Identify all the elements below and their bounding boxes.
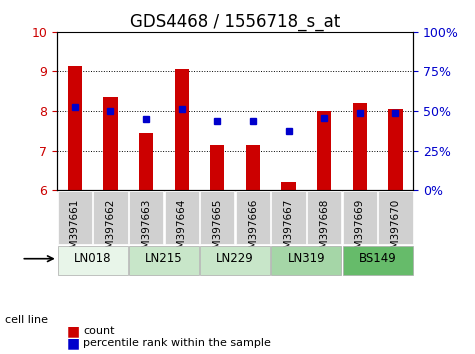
Text: GSM397662: GSM397662 — [105, 198, 115, 262]
Text: percentile rank within the sample: percentile rank within the sample — [83, 338, 271, 348]
FancyBboxPatch shape — [129, 246, 199, 275]
FancyBboxPatch shape — [307, 191, 341, 244]
Text: LN018: LN018 — [74, 252, 111, 265]
Text: ■: ■ — [66, 336, 80, 350]
FancyBboxPatch shape — [342, 191, 377, 244]
FancyBboxPatch shape — [342, 246, 412, 275]
Text: count: count — [83, 326, 114, 336]
FancyBboxPatch shape — [129, 191, 163, 244]
FancyBboxPatch shape — [58, 246, 127, 275]
Text: ■: ■ — [66, 324, 80, 338]
Text: GSM397669: GSM397669 — [355, 198, 365, 262]
Text: GSM397666: GSM397666 — [248, 198, 258, 262]
Text: GSM397663: GSM397663 — [141, 198, 151, 262]
Text: cell line: cell line — [5, 315, 48, 325]
Bar — [139, 133, 153, 190]
Text: GSM397664: GSM397664 — [177, 198, 187, 262]
FancyBboxPatch shape — [165, 191, 199, 244]
Bar — [317, 111, 332, 190]
Bar — [175, 69, 189, 190]
FancyBboxPatch shape — [58, 191, 92, 244]
FancyBboxPatch shape — [200, 191, 235, 244]
Text: LN229: LN229 — [216, 252, 254, 265]
Text: GSM397667: GSM397667 — [284, 198, 294, 262]
Text: GSM397661: GSM397661 — [70, 198, 80, 262]
Text: BS149: BS149 — [359, 252, 397, 265]
Bar — [104, 97, 118, 190]
FancyBboxPatch shape — [93, 191, 127, 244]
Title: GDS4468 / 1556718_s_at: GDS4468 / 1556718_s_at — [130, 13, 340, 30]
Bar — [281, 182, 295, 190]
Bar — [389, 109, 403, 190]
FancyBboxPatch shape — [271, 246, 341, 275]
Bar — [352, 103, 367, 190]
Text: GSM397668: GSM397668 — [319, 198, 329, 262]
Bar — [67, 65, 82, 190]
Text: LN215: LN215 — [145, 252, 183, 265]
FancyBboxPatch shape — [271, 191, 306, 244]
FancyBboxPatch shape — [236, 191, 270, 244]
Bar — [210, 145, 224, 190]
Text: GSM397665: GSM397665 — [212, 198, 222, 262]
Bar — [246, 145, 260, 190]
Text: GSM397670: GSM397670 — [390, 198, 400, 262]
Text: LN319: LN319 — [287, 252, 325, 265]
FancyBboxPatch shape — [378, 191, 412, 244]
FancyBboxPatch shape — [200, 246, 270, 275]
